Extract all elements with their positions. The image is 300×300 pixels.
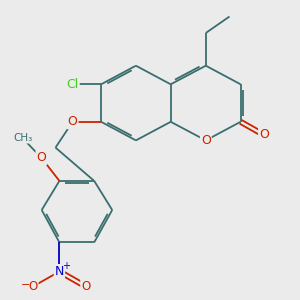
Text: +: +: [62, 261, 70, 271]
Text: N: N: [55, 265, 64, 278]
Text: O: O: [81, 280, 90, 293]
Text: O: O: [37, 151, 46, 164]
Text: −: −: [21, 280, 30, 290]
Text: CH₃: CH₃: [13, 133, 32, 143]
Text: O: O: [68, 115, 77, 128]
Text: Cl: Cl: [67, 78, 79, 91]
Text: O: O: [259, 128, 269, 142]
Text: O: O: [201, 134, 211, 147]
Text: O: O: [28, 280, 38, 293]
